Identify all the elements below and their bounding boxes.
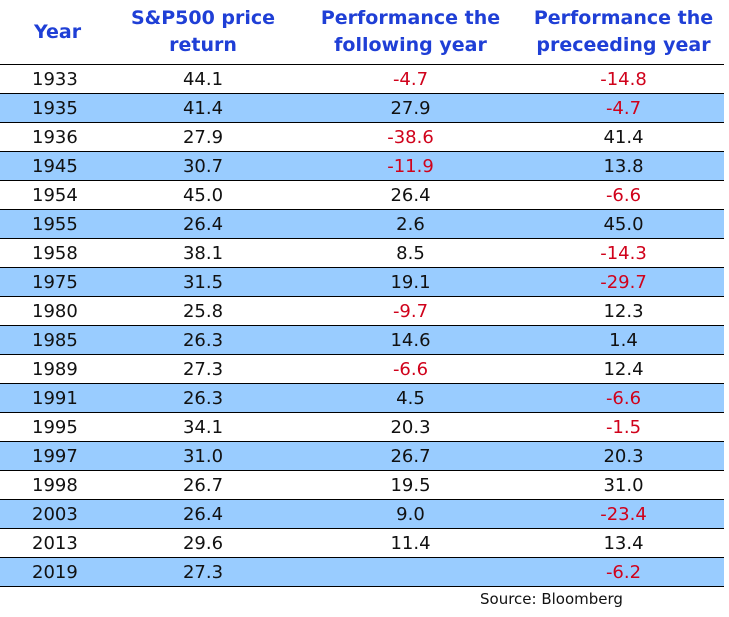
following-year-cell: 27.9 — [298, 93, 523, 123]
preceding-year-cell: -14.3 — [523, 238, 724, 268]
preceding-year-cell: -6.6 — [523, 180, 724, 210]
table-row: 1954 45.0 26.4 -6.6 — [0, 180, 724, 210]
following-year-cell: 2.6 — [298, 209, 523, 239]
year-cell: 1945 — [0, 151, 108, 181]
following-year-cell: -11.9 — [298, 151, 523, 181]
following-year-cell: -9.7 — [298, 296, 523, 326]
preceding-year-cell: -23.4 — [523, 499, 724, 529]
preceding-year-cell: -1.5 — [523, 412, 724, 442]
returns-table: Year S&P500 price return Performance the… — [0, 0, 724, 587]
preceding-year-cell: 12.4 — [523, 354, 724, 384]
year-cell: 1989 — [0, 354, 108, 384]
preceding-year-cell: 31.0 — [523, 470, 724, 500]
table-row: 2013 29.6 11.4 13.4 — [0, 528, 724, 558]
following-year-cell: -4.7 — [298, 64, 523, 94]
preceding-year-cell: 12.3 — [523, 296, 724, 326]
preceding-year-cell: -4.7 — [523, 93, 724, 123]
year-cell: 2013 — [0, 528, 108, 558]
preceding-year-cell: -6.6 — [523, 383, 724, 413]
table-row: 1933 44.1 -4.7 -14.8 — [0, 64, 724, 94]
year-cell: 1997 — [0, 441, 108, 471]
following-year-cell: 8.5 — [298, 238, 523, 268]
following-year-cell: 9.0 — [298, 499, 523, 529]
following-year-cell: 11.4 — [298, 528, 523, 558]
table-row: 2003 26.4 9.0 -23.4 — [0, 499, 724, 529]
following-year-cell: 19.5 — [298, 470, 523, 500]
preceding-year-cell: -14.8 — [523, 64, 724, 94]
table-row: 1945 30.7 -11.9 13.8 — [0, 151, 724, 181]
table-row: 1936 27.9 -38.6 41.4 — [0, 122, 724, 152]
preceding-year-cell: 1.4 — [523, 325, 724, 355]
price-return-cell: 34.1 — [108, 412, 298, 442]
year-cell: 1980 — [0, 296, 108, 326]
price-return-cell: 27.3 — [108, 557, 298, 587]
source-note: Source: Bloomberg — [480, 590, 623, 608]
table-row: 1995 34.1 20.3 -1.5 — [0, 412, 724, 442]
price-return-cell: 26.4 — [108, 209, 298, 239]
price-return-cell: 38.1 — [108, 238, 298, 268]
price-return-cell: 25.8 — [108, 296, 298, 326]
table-row: 1985 26.3 14.6 1.4 — [0, 325, 724, 355]
price-return-cell: 41.4 — [108, 93, 298, 123]
year-cell: 1975 — [0, 267, 108, 297]
year-cell: 2003 — [0, 499, 108, 529]
price-return-cell: 26.3 — [108, 383, 298, 413]
following-year-cell: -6.6 — [298, 354, 523, 384]
following-year-cell: -38.6 — [298, 122, 523, 152]
price-return-cell: 27.3 — [108, 354, 298, 384]
table-row: 1975 31.5 19.1 -29.7 — [0, 267, 724, 297]
year-cell: 1998 — [0, 470, 108, 500]
price-return-cell: 26.4 — [108, 499, 298, 529]
year-cell: 1936 — [0, 122, 108, 152]
table-row: 1997 31.0 26.7 20.3 — [0, 441, 724, 471]
year-cell: 1954 — [0, 180, 108, 210]
price-return-cell: 27.9 — [108, 122, 298, 152]
table-row: 1989 27.3 -6.6 12.4 — [0, 354, 724, 384]
column-header-following-year: Performance the following year — [298, 0, 523, 65]
preceding-year-cell: -6.2 — [523, 557, 724, 587]
price-return-cell: 26.3 — [108, 325, 298, 355]
following-year-cell: 4.5 — [298, 383, 523, 413]
column-header-preceding-year: Performance the preceeding year — [523, 0, 724, 65]
table-row: 1958 38.1 8.5 -14.3 — [0, 238, 724, 268]
table-row: 1980 25.8 -9.7 12.3 — [0, 296, 724, 326]
year-cell: 1958 — [0, 238, 108, 268]
table-row: 1955 26.4 2.6 45.0 — [0, 209, 724, 239]
column-header-price-return: S&P500 price return — [108, 0, 298, 65]
preceding-year-cell: 41.4 — [523, 122, 724, 152]
preceding-year-cell: -29.7 — [523, 267, 724, 297]
price-return-cell: 26.7 — [108, 470, 298, 500]
preceding-year-cell: 20.3 — [523, 441, 724, 471]
table-row: 1998 26.7 19.5 31.0 — [0, 470, 724, 500]
preceding-year-cell: 13.8 — [523, 151, 724, 181]
year-cell: 1995 — [0, 412, 108, 442]
header-row: Year S&P500 price return Performance the… — [0, 0, 724, 65]
year-cell: 2019 — [0, 557, 108, 587]
table-row: 2019 27.3 -6.2 — [0, 557, 724, 587]
table-row: 1991 26.3 4.5 -6.6 — [0, 383, 724, 413]
year-cell: 1935 — [0, 93, 108, 123]
following-year-cell: 19.1 — [298, 267, 523, 297]
preceding-year-cell: 13.4 — [523, 528, 724, 558]
price-return-cell: 29.6 — [108, 528, 298, 558]
price-return-cell: 44.1 — [108, 64, 298, 94]
following-year-cell: 26.7 — [298, 441, 523, 471]
following-year-cell: 26.4 — [298, 180, 523, 210]
price-return-cell: 31.0 — [108, 441, 298, 471]
following-year-cell: 20.3 — [298, 412, 523, 442]
column-header-year: Year — [0, 0, 108, 65]
year-cell: 1933 — [0, 64, 108, 94]
price-return-cell: 45.0 — [108, 180, 298, 210]
price-return-cell: 30.7 — [108, 151, 298, 181]
year-cell: 1991 — [0, 383, 108, 413]
following-year-cell — [298, 557, 523, 587]
price-return-cell: 31.5 — [108, 267, 298, 297]
year-cell: 1955 — [0, 209, 108, 239]
year-cell: 1985 — [0, 325, 108, 355]
following-year-cell: 14.6 — [298, 325, 523, 355]
table-row: 1935 41.4 27.9 -4.7 — [0, 93, 724, 123]
preceding-year-cell: 45.0 — [523, 209, 724, 239]
table-body: 1933 44.1 -4.7 -14.8 1935 41.4 27.9 -4.7 1936 27.… — [0, 64, 724, 587]
